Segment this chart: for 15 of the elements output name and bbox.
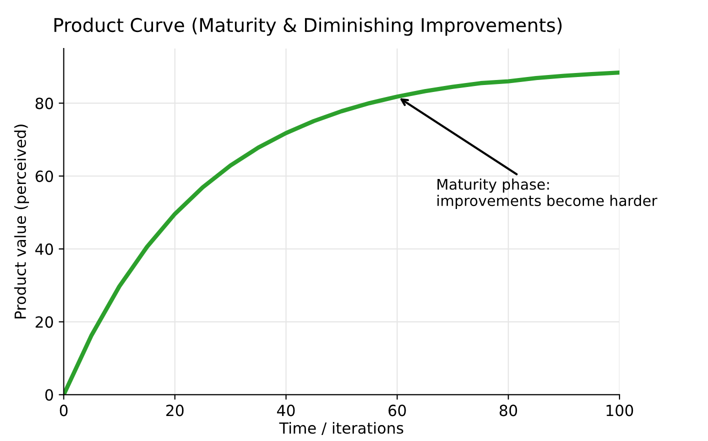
x-tick-label: 60 (388, 404, 406, 416)
x-tick-label: 40 (277, 404, 295, 416)
chart-title: Product Curve (Maturity & Diminishing Improvements) (54, 18, 562, 36)
x-tick-label: 100 (606, 404, 634, 416)
y-tick-label: 40 (35, 243, 53, 255)
y-axis-title: Product value (perceived) (14, 124, 29, 318)
annotation: Maturity phase: improvements become harder (437, 178, 658, 209)
y-tick-label: 60 (36, 170, 53, 182)
x-tick-label: 0 (60, 404, 68, 416)
y-tick-label: 20 (36, 316, 53, 328)
y-tick-label: 80 (36, 98, 53, 110)
x-tick-label: 80 (500, 404, 518, 416)
x-tick-label: 20 (166, 404, 184, 416)
x-axis-title: Time / iterations (279, 422, 404, 436)
y-tick-label: 0 (45, 389, 53, 401)
